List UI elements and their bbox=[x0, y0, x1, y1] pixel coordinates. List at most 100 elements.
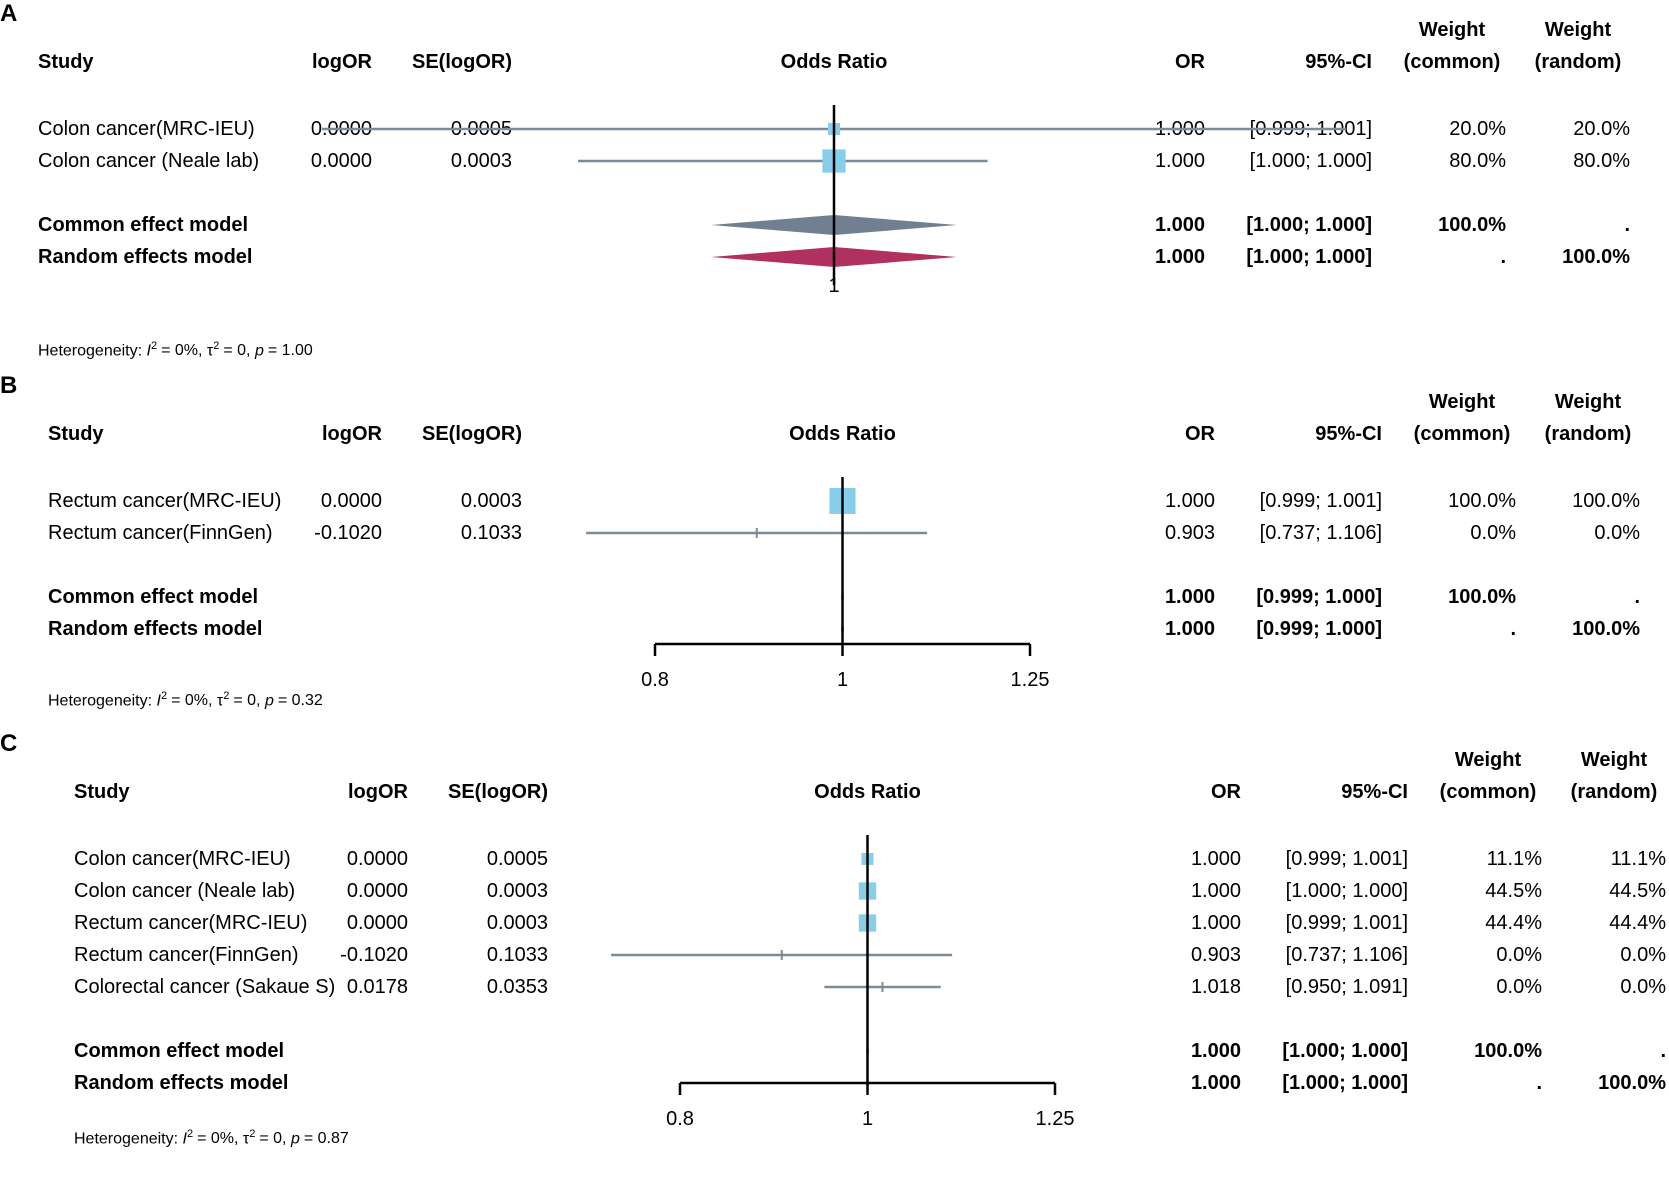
study-name: Colorectal cancer (Sakaue S) bbox=[74, 976, 336, 998]
random-model-or: 1.000 bbox=[1154, 246, 1205, 268]
study-logor: -0.1020 bbox=[340, 944, 408, 966]
header-logor: logOR bbox=[322, 423, 382, 445]
tau2-superscript: 2 bbox=[249, 1128, 256, 1140]
p-symbol: p bbox=[264, 692, 274, 710]
random-model-weight-common: . bbox=[1510, 618, 1516, 640]
study-name: Rectum cancer(MRC-IEU) bbox=[48, 490, 282, 512]
header-weight-common-1: Weight bbox=[1454, 749, 1522, 771]
x-tick-label: 1.25 bbox=[1011, 669, 1050, 691]
study-name: Colon cancer(MRC-IEU) bbox=[74, 848, 291, 870]
study-name: Colon cancer (Neale lab) bbox=[74, 880, 296, 902]
study-weight-random: 80.0% bbox=[1573, 150, 1630, 172]
header-se: SE(logOR) bbox=[448, 781, 548, 803]
header-study: Study bbox=[48, 423, 104, 445]
random-model-label: Random effects model bbox=[38, 246, 253, 268]
random-model-ci: [1.000; 1.000] bbox=[1282, 1072, 1408, 1094]
study-se: 0.1033 bbox=[486, 944, 548, 966]
header-ci: 95%-CI bbox=[1315, 423, 1382, 445]
common-model-label: Common effect model bbox=[48, 586, 259, 608]
study-se: 0.0003 bbox=[486, 912, 548, 934]
study-logor: -0.1020 bbox=[314, 522, 382, 544]
header-weight-random-1: Weight bbox=[1580, 749, 1648, 771]
p-value: = 0.87 bbox=[303, 1130, 349, 1148]
common-model-weight-random: . bbox=[1660, 1040, 1666, 1062]
header-or: OR bbox=[1185, 423, 1215, 445]
study-logor: 0.0178 bbox=[346, 976, 408, 998]
study-weight-common: 44.5% bbox=[1485, 880, 1542, 902]
tau2-superscript: 2 bbox=[223, 690, 230, 702]
header-weight-common-2: (common) bbox=[1439, 781, 1537, 803]
study-or: 1.018 bbox=[1190, 976, 1241, 998]
study-weight-common: 11.1% bbox=[1486, 848, 1542, 870]
study-weight-common: 20.0% bbox=[1449, 118, 1506, 140]
tau-symbol: τ bbox=[206, 342, 214, 360]
random-model-weight-random: 100.0% bbox=[1598, 1072, 1666, 1094]
header-weight-random-2: (random) bbox=[1570, 781, 1658, 803]
tau-symbol: τ bbox=[242, 1130, 250, 1148]
common-model-or: 1.000 bbox=[1154, 214, 1205, 236]
heterogeneity-prefix: Heterogeneity: bbox=[48, 692, 157, 710]
study-ci: [0.737; 1.106] bbox=[1259, 522, 1382, 544]
forest-plot-area: 1 bbox=[322, 105, 1346, 297]
study-logor: 0.0000 bbox=[310, 150, 372, 172]
study-weight-common: 0.0% bbox=[1496, 944, 1542, 966]
tau2-value: = 0, bbox=[223, 342, 255, 360]
study-se: 0.0003 bbox=[460, 490, 522, 512]
random-model-label: Random effects model bbox=[48, 618, 263, 640]
header-weight-common-1: Weight bbox=[1428, 391, 1496, 413]
header-weight-random-1: Weight bbox=[1544, 19, 1612, 41]
common-model-or: 1.000 bbox=[1164, 586, 1215, 608]
study-or: 1.000 bbox=[1164, 490, 1215, 512]
p-value: = 0.32 bbox=[277, 692, 323, 710]
i2-superscript: 2 bbox=[186, 1128, 194, 1140]
study-ci: [0.999; 1.001] bbox=[1285, 848, 1408, 870]
random-model-weight-common: . bbox=[1500, 246, 1506, 268]
tau2-value: = 0, bbox=[233, 692, 265, 710]
study-logor: 0.0000 bbox=[320, 490, 382, 512]
study-se: 0.0003 bbox=[486, 880, 548, 902]
i2-symbol: I bbox=[182, 1130, 187, 1148]
header-weight-common-2: (common) bbox=[1403, 51, 1501, 73]
study-name: Rectum cancer(FinnGen) bbox=[48, 522, 273, 544]
study-se: 0.0005 bbox=[486, 848, 548, 870]
study-logor: 0.0000 bbox=[346, 880, 408, 902]
header-weight-random-1: Weight bbox=[1554, 391, 1622, 413]
header-weight-common-2: (common) bbox=[1413, 423, 1511, 445]
study-or: 1.000 bbox=[1190, 848, 1241, 870]
common-model-ci: [0.999; 1.000] bbox=[1256, 586, 1382, 608]
heterogeneity-stats: Heterogeneity: I2 = 0%, τ2 = 0, p = 0.87 bbox=[74, 1128, 349, 1148]
random-model-label: Random effects model bbox=[74, 1072, 289, 1094]
panel-label: C bbox=[0, 730, 18, 757]
study-weight-common: 100.0% bbox=[1448, 490, 1516, 512]
study-weight-random: 0.0% bbox=[1594, 522, 1640, 544]
study-name: Rectum cancer(MRC-IEU) bbox=[74, 912, 308, 934]
random-model-weight-common: . bbox=[1536, 1072, 1542, 1094]
study-or: 1.000 bbox=[1190, 880, 1241, 902]
study-weight-random: 20.0% bbox=[1573, 118, 1630, 140]
study-se: 0.0003 bbox=[450, 150, 512, 172]
tau-symbol: τ bbox=[216, 692, 224, 710]
study-name: Rectum cancer(FinnGen) bbox=[74, 944, 299, 966]
header-weight-common-1: Weight bbox=[1418, 19, 1486, 41]
heterogeneity-stats: Heterogeneity: I2 = 0%, τ2 = 0, p = 0.32 bbox=[48, 690, 323, 710]
study-ci: [0.950; 1.091] bbox=[1285, 976, 1408, 998]
study-weight-random: 44.5% bbox=[1609, 880, 1666, 902]
p-symbol: p bbox=[290, 1130, 300, 1148]
header-odds-ratio: Odds Ratio bbox=[789, 423, 896, 445]
common-model-or: 1.000 bbox=[1190, 1040, 1241, 1062]
header-logor: logOR bbox=[312, 51, 372, 73]
study-or: 1.000 bbox=[1190, 912, 1241, 934]
x-tick-label: 0.8 bbox=[641, 669, 669, 691]
study-weight-common: 0.0% bbox=[1470, 522, 1516, 544]
common-model-ci: [1.000; 1.000] bbox=[1246, 214, 1372, 236]
forest-panel-c: C Study logOR SE(logOR) Odds Ratio OR 95%-CI We… bbox=[0, 730, 1669, 1196]
common-model-ci: [1.000; 1.000] bbox=[1282, 1040, 1408, 1062]
study-weight-random: 44.4% bbox=[1609, 912, 1666, 934]
forest-plot-area: 0.8 1 1.25 bbox=[586, 477, 1050, 691]
i2-symbol: I bbox=[146, 342, 151, 360]
header-se: SE(logOR) bbox=[412, 51, 512, 73]
header-study: Study bbox=[38, 51, 94, 73]
study-name: Colon cancer (Neale lab) bbox=[38, 150, 260, 172]
random-model-ci: [0.999; 1.000] bbox=[1256, 618, 1382, 640]
common-model-weight-random: . bbox=[1624, 214, 1630, 236]
